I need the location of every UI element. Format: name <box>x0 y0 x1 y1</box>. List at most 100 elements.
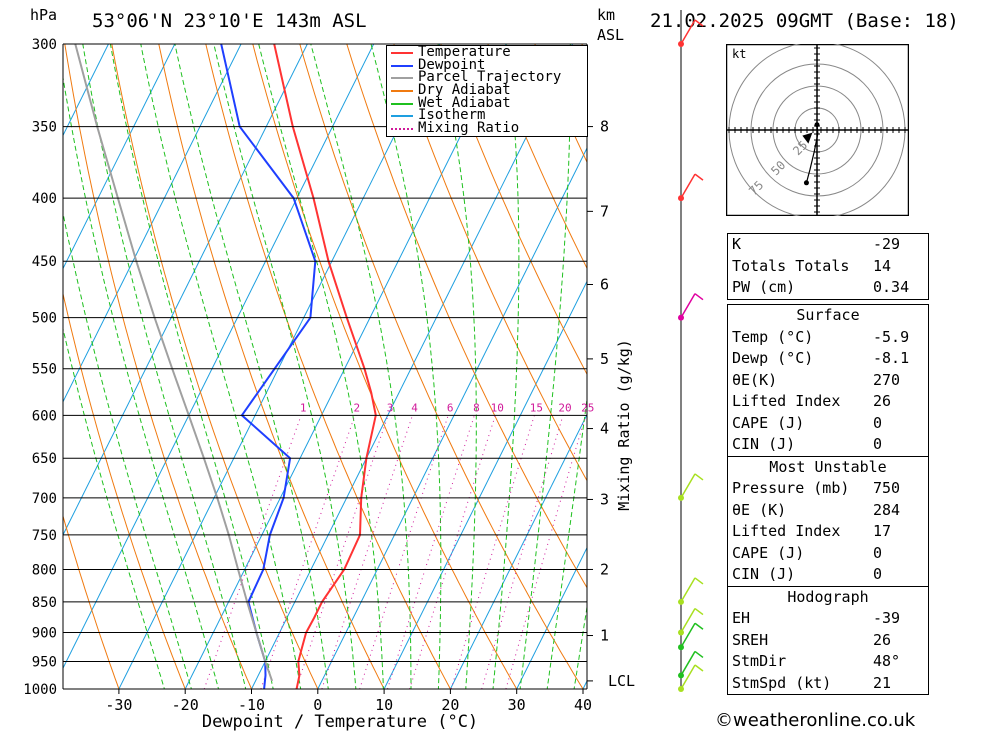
index-label: CIN (J) <box>732 565 796 583</box>
pressure-tick-label: 600 <box>32 408 57 424</box>
pressure-tick-label: 850 <box>32 595 57 611</box>
km-tick-label: 8 <box>600 118 609 136</box>
legend-label: Mixing Ratio <box>418 120 520 137</box>
legend-swatch <box>391 115 413 118</box>
index-value: 26 <box>873 630 892 649</box>
hpa-unit-label: hPa <box>30 6 58 24</box>
index-value: 270 <box>873 370 901 389</box>
isotherm-line <box>516 546 587 689</box>
legend-swatch <box>391 77 413 80</box>
wind-barb-staff <box>680 19 696 45</box>
dry-adiabat-line <box>487 44 587 270</box>
isotherm-line <box>63 44 242 403</box>
km-tick-label: 6 <box>600 276 609 294</box>
temperature-tick-label: 40 <box>574 696 592 714</box>
hodograph-row: EH -39 <box>728 608 928 630</box>
temperature-tick-label: 20 <box>441 696 459 714</box>
index-label: θE(K) <box>732 370 778 389</box>
indices-detail-panel: Surface Temp (°C) -5.9 Dewp (°C) -8.1 θE(K… <box>727 304 929 695</box>
index-value: 0 <box>873 565 883 583</box>
wind-barb-staff <box>680 293 696 319</box>
mixing-ratio-label: 15 <box>530 401 543 414</box>
surface-row: Lifted Index 26 <box>728 391 928 413</box>
dry-adiabat-line <box>205 44 451 689</box>
temperature-tick-label: 10 <box>375 696 393 714</box>
dry-adiabat-line <box>64 44 253 689</box>
mixing-ratio-line <box>387 415 475 689</box>
index-label: Dewp (°C) <box>732 349 814 367</box>
mixing-ratio-label: 1 <box>300 401 307 414</box>
most-unstable-section-title: Most Unstable <box>728 455 928 479</box>
most-unstable-row: Lifted Index 17 <box>728 521 928 543</box>
wind-barb-flag <box>694 473 704 481</box>
wind-barb-flag <box>694 19 704 27</box>
dry-adiabat-line <box>111 44 319 689</box>
dry-adiabat-line <box>440 44 587 376</box>
copyright-text: ©weatheronline.co.uk <box>715 710 916 731</box>
index-label: CAPE (J) <box>732 543 805 562</box>
mixing-ratio-line <box>450 415 535 689</box>
hodograph-row: SREH 26 <box>728 630 928 652</box>
pressure-tick-label: 700 <box>32 491 57 507</box>
index-value: -29 <box>873 235 901 253</box>
mixing-ratio-label: 3 <box>387 401 394 414</box>
index-label: Lifted Index <box>732 522 841 540</box>
index-value: 48° <box>873 652 901 670</box>
wet-adiabat-line <box>82 44 247 689</box>
mixing-ratio-label: 20 <box>558 401 571 414</box>
surface-row: CAPE (J) 0 <box>728 413 928 435</box>
surface-row: Temp (°C) -5.9 <box>728 327 928 349</box>
wet-adiabat-line <box>63 210 192 689</box>
index-value: -8.1 <box>873 349 910 367</box>
dry-adiabat-line <box>63 514 120 689</box>
km-tick-label: 4 <box>600 420 609 438</box>
pressure-tick-label: 650 <box>32 451 57 467</box>
lcl-label: LCL <box>608 672 635 690</box>
wind-barb-flag <box>694 607 704 616</box>
legend-item: Temperature <box>387 45 587 59</box>
legend: Temperature Dewpoint Parcel Trajectory Dry … <box>386 45 588 137</box>
index-value: 0.34 <box>873 278 910 296</box>
parcel-trajectory-curve <box>74 44 274 682</box>
legend-swatch <box>391 90 413 93</box>
pressure-tick-label: 800 <box>32 562 57 578</box>
km-tick-label: 7 <box>600 202 609 220</box>
most-unstable-row: CIN (J) 0 <box>728 564 928 586</box>
most-unstable-row: CAPE (J) 0 <box>728 543 928 565</box>
pressure-tick-label: 500 <box>32 311 57 327</box>
temperature-tick-label: -30 <box>105 696 132 714</box>
index-value: 284 <box>873 500 901 519</box>
surface-row: θE(K) 270 <box>728 370 928 392</box>
most-unstable-row: Pressure (mb) 750 <box>728 478 928 500</box>
index-label: Totals Totals <box>732 256 850 275</box>
pressure-tick-label: 450 <box>32 254 57 270</box>
index-label: StmSpd (kt) <box>732 673 832 692</box>
most-unstable-row: θE (K) 284 <box>728 500 928 522</box>
dry-adiabat-line <box>63 291 186 689</box>
mixing-ratio-label: 2 <box>354 401 361 414</box>
pressure-tick-label: 750 <box>32 528 57 544</box>
index-value: 0 <box>873 543 883 562</box>
index-value: -5.9 <box>873 327 910 346</box>
legend-swatch <box>391 102 413 105</box>
isotherm-line <box>63 44 176 270</box>
index-row-totals: Totals Totals 14 <box>728 256 928 278</box>
wind-barb-flag <box>694 577 704 585</box>
isotherm-line <box>449 413 587 689</box>
mixing-ratio-line <box>295 415 389 689</box>
km-tick-label: 3 <box>600 490 609 508</box>
indices-top-panel: K -29 Totals Totals 14 PW (cm) 0.34 <box>727 233 929 300</box>
wind-barb-staff <box>680 622 696 648</box>
legend-label: Dewpoint <box>418 56 486 73</box>
km-tick-label: 5 <box>600 350 609 368</box>
location-title: 53°06'N 23°10'E 143m ASL <box>92 10 367 32</box>
index-label: θE (K) <box>732 500 787 519</box>
asl-unit-label: ASL <box>597 26 625 44</box>
dry-adiabat-line <box>252 44 518 689</box>
wet-adiabat-line <box>258 44 384 689</box>
pressure-tick-label: 1000 <box>23 682 57 698</box>
wind-barb-staff <box>680 664 696 690</box>
hodograph-trace-end <box>803 180 809 186</box>
wind-barb-staff <box>680 577 696 603</box>
